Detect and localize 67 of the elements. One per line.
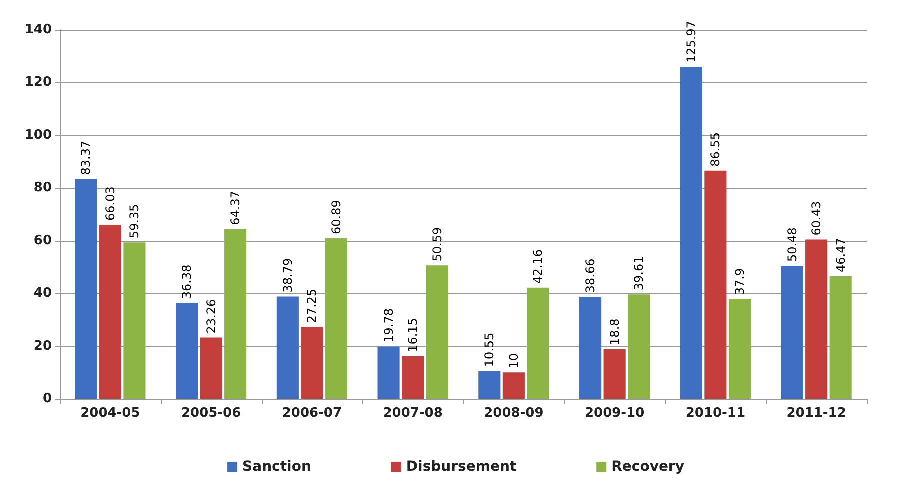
data-label: 125.97 — [684, 20, 698, 63]
data-label: 50.59 — [430, 227, 444, 262]
data-label: 46.47 — [834, 238, 848, 273]
x-tick-label: 2007-08 — [383, 406, 443, 421]
y-tick-label: 140 — [24, 22, 52, 38]
bar — [704, 170, 727, 399]
data-label: 42.16 — [531, 250, 546, 284]
bar — [224, 229, 247, 399]
y-tick-label: 0 — [42, 392, 52, 406]
bar — [99, 224, 122, 399]
data-label: 66.03 — [103, 186, 118, 221]
bar — [502, 372, 525, 399]
data-label: 10.55 — [482, 332, 497, 368]
bar — [728, 299, 751, 399]
bar — [75, 179, 98, 399]
data-label: 36.38 — [180, 264, 194, 300]
data-label: 38.79 — [280, 258, 295, 293]
bar — [124, 242, 146, 399]
x-tick-label: 2005-06 — [181, 406, 242, 421]
bar — [176, 303, 198, 399]
x-tick-label: 2010-11 — [686, 406, 746, 421]
data-label: 59.35 — [128, 204, 142, 239]
data-label: 10 — [506, 353, 521, 369]
x-tick-label: 2009-10 — [584, 406, 645, 421]
bar — [301, 327, 324, 399]
bar — [426, 266, 448, 399]
legend-label: Disbursement — [406, 459, 517, 475]
x-tick-label: 2011-12 — [786, 406, 846, 421]
bar — [628, 294, 650, 399]
bar — [325, 238, 348, 399]
data-label: 16.15 — [406, 318, 420, 352]
data-label: 83.37 — [79, 140, 94, 176]
data-label: 18.8 — [608, 318, 622, 346]
y-tick-label: 40 — [34, 286, 52, 302]
bar — [806, 240, 828, 399]
y-tick-label: 60 — [34, 233, 52, 248]
data-label: 19.78 — [382, 308, 396, 343]
data-label: 60.89 — [329, 200, 344, 235]
data-label: 39.61 — [632, 256, 646, 291]
data-label: 38.66 — [584, 258, 598, 294]
bar — [276, 296, 299, 399]
y-tick-label: 100 — [24, 128, 52, 143]
bar — [402, 356, 424, 399]
data-label: 50.48 — [785, 228, 800, 262]
data-label: 37.9 — [732, 268, 747, 296]
bar — [200, 338, 222, 399]
bar — [478, 371, 501, 399]
y-tick-label: 120 — [24, 75, 52, 90]
x-tick-label: 2008-09 — [484, 406, 544, 421]
data-label: 27.25 — [305, 288, 320, 324]
data-label: 23.26 — [204, 299, 218, 334]
data-label: 86.55 — [708, 132, 723, 167]
x-tick-label: 2004-05 — [80, 406, 140, 421]
bar — [781, 266, 804, 399]
bar — [604, 349, 626, 399]
legend-label: Sanction — [242, 459, 312, 475]
bar — [527, 288, 550, 399]
data-label: 60.43 — [810, 201, 824, 236]
bar — [680, 66, 702, 399]
x-tick-label: 2006-07 — [282, 406, 342, 421]
legend-label: Recovery — [612, 459, 684, 475]
bar — [378, 346, 400, 399]
bar — [830, 276, 852, 399]
y-tick-label: 20 — [34, 338, 52, 354]
y-tick-label: 80 — [34, 180, 52, 196]
bar — [580, 297, 602, 399]
data-label: 64.37 — [228, 190, 243, 226]
